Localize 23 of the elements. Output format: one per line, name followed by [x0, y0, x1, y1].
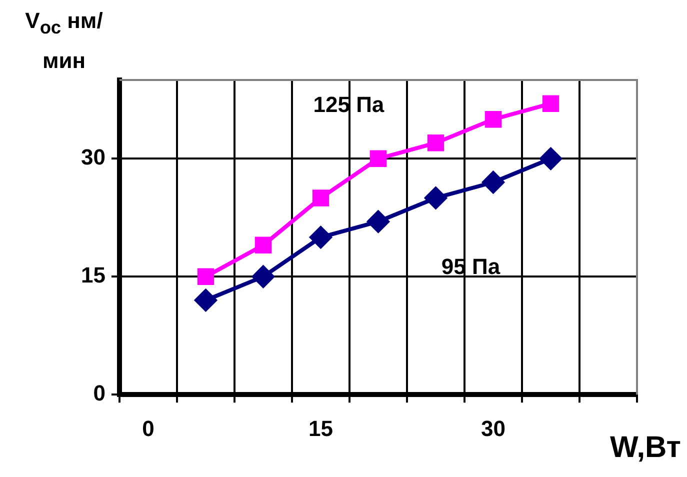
point — [194, 289, 217, 312]
point — [312, 190, 330, 206]
y-tick-label: 30 — [80, 144, 106, 170]
y-tick-label: 0 — [93, 380, 106, 406]
point — [427, 134, 444, 152]
point — [542, 95, 560, 112]
point — [424, 186, 447, 209]
point — [482, 171, 504, 194]
x-tick-label: 30 — [481, 416, 506, 441]
point — [540, 148, 562, 170]
x-tick-label: 15 — [308, 416, 333, 441]
x-axis-title: W,Вт — [610, 431, 681, 465]
y-axis-title: V$_{ос}$ нм/мин — [24, 7, 104, 76]
point — [367, 210, 390, 233]
point — [197, 268, 214, 285]
point — [310, 226, 332, 248]
point — [254, 236, 272, 254]
y-tick-label: 15 — [80, 262, 106, 288]
point — [370, 150, 387, 168]
point — [252, 266, 274, 288]
point — [484, 110, 502, 128]
series-label: 125 Па — [313, 92, 385, 118]
x-tick-label: 0 — [142, 416, 154, 441]
